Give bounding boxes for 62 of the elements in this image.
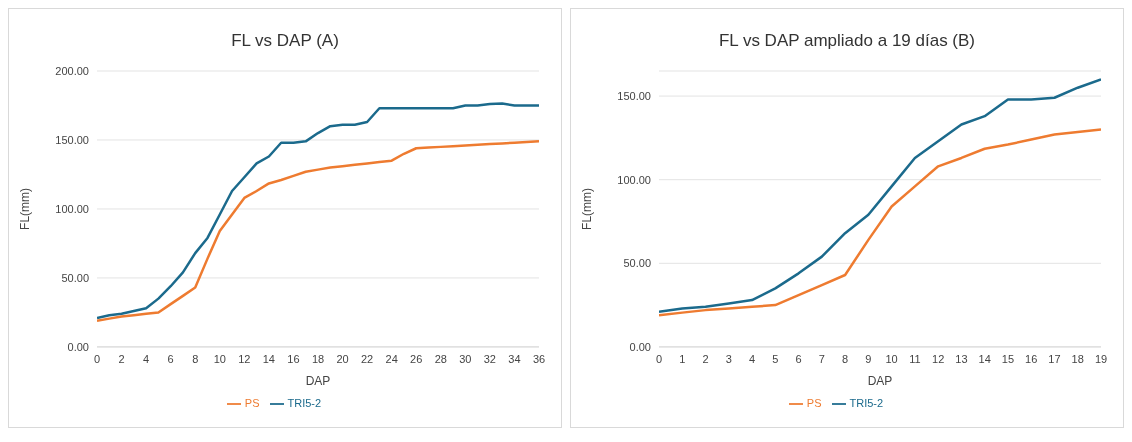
x-tick-label: 24 [385,352,398,365]
x-tick-label: 3 [725,352,732,365]
x-tick-label: 12 [238,352,251,365]
x-tick-label: 36 [532,352,546,365]
y-tick-label: 150.00 [55,133,89,146]
y-axis-title: FL(mm) [580,187,595,230]
x-tick-label: 7 [818,352,825,365]
y-axis-title: FL(mm) [18,187,33,230]
x-tick-label: 19 [1094,352,1108,365]
y-tick-label: 0.00 [67,340,89,353]
x-tick-label: 4 [143,352,150,365]
y-tick-label: 50.00 [623,257,651,270]
x-tick-label: 6 [167,352,174,365]
x-tick-label: 17 [1048,352,1061,365]
x-tick-label: 11 [909,352,921,365]
y-tick-label: 0.00 [629,340,651,353]
x-tick-label: 14 [978,352,991,365]
y-tick-label: 150.00 [617,89,651,102]
x-tick-label: 32 [483,352,497,365]
x-tick-label: 20 [336,352,349,365]
x-tick-label: 2 [118,352,125,365]
x-tick-label: 34 [508,352,521,365]
x-tick-label: 16 [1025,352,1038,365]
x-tick-label: 4 [748,352,756,365]
line-series [97,102,539,320]
x-tick-label: 30 [459,352,472,365]
legend-label: TRI5-2 [287,396,322,409]
x-tick-label: 13 [955,352,968,365]
x-tick-label: 8 [192,352,199,365]
x-tick-label: 16 [287,352,300,365]
x-tick-label: 12 [932,352,945,365]
x-tick-label: 1 [679,352,686,365]
x-tick-label: 0 [93,352,101,365]
x-tick-label: 0 [655,352,663,365]
y-tick-label: 100.00 [617,173,651,186]
x-tick-label: 14 [262,352,276,365]
legend-label: TRI5-2 [849,396,884,409]
x-tick-label: 6 [795,352,802,365]
line-series [97,140,539,322]
x-tick-label: 26 [410,352,423,365]
x-tick-label: 2 [702,352,709,365]
legend-label: PS [244,396,260,409]
x-tick-label: 5 [772,352,779,365]
x-axis-title: DAP [305,373,331,388]
chart-title: FL vs DAP (A) [230,31,340,52]
y-tick-label: 50.00 [61,271,89,284]
x-tick-label: 9 [865,352,872,365]
x-tick-label: 18 [311,352,325,365]
chart-title: FL vs DAP ampliado a 19 días (B) [717,31,977,52]
x-tick-label: 15 [1001,352,1015,365]
x-tick-label: 28 [434,352,447,365]
x-tick-label: 10 [213,352,226,365]
line-series [659,128,1101,317]
x-tick-label: 8 [842,352,849,365]
x-axis-title: DAP [867,373,893,388]
x-tick-label: 18 [1071,352,1084,365]
y-tick-label: 100.00 [55,202,89,215]
line-series [659,78,1101,314]
y-tick-label: 200.00 [55,64,89,77]
x-tick-label: 22 [360,352,374,365]
x-tick-label: 10 [885,352,898,365]
legend-label: PS [806,396,822,409]
